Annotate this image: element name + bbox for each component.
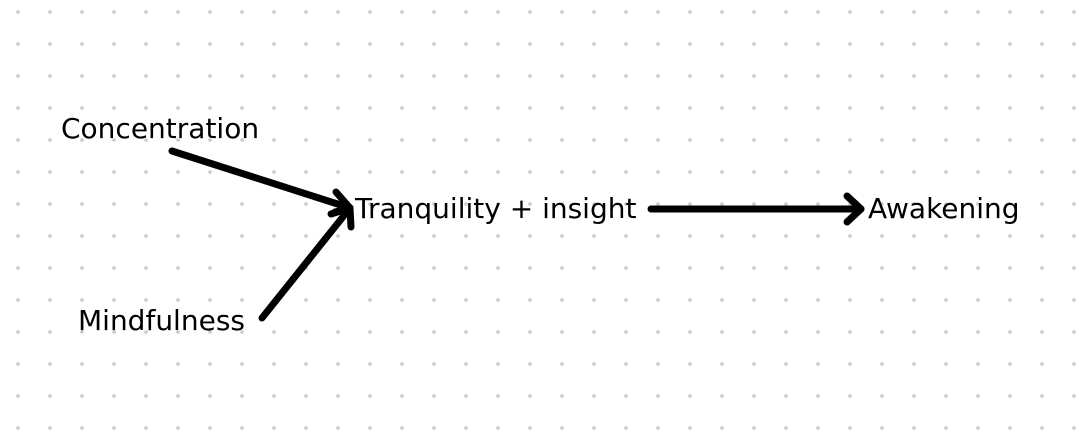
- arrow-concentration-to-tranquility: [168, 147, 354, 218]
- arrow-mindfulness-to-tranquility: [258, 204, 355, 322]
- node-tranquility-insight: Tranquility + insight: [355, 192, 637, 225]
- arrow-tranquility-to-awakening: [647, 192, 865, 226]
- node-concentration: Concentration: [61, 112, 260, 145]
- node-mindfulness: Mindfulness: [78, 304, 245, 337]
- node-awakening: Awakening: [868, 192, 1020, 225]
